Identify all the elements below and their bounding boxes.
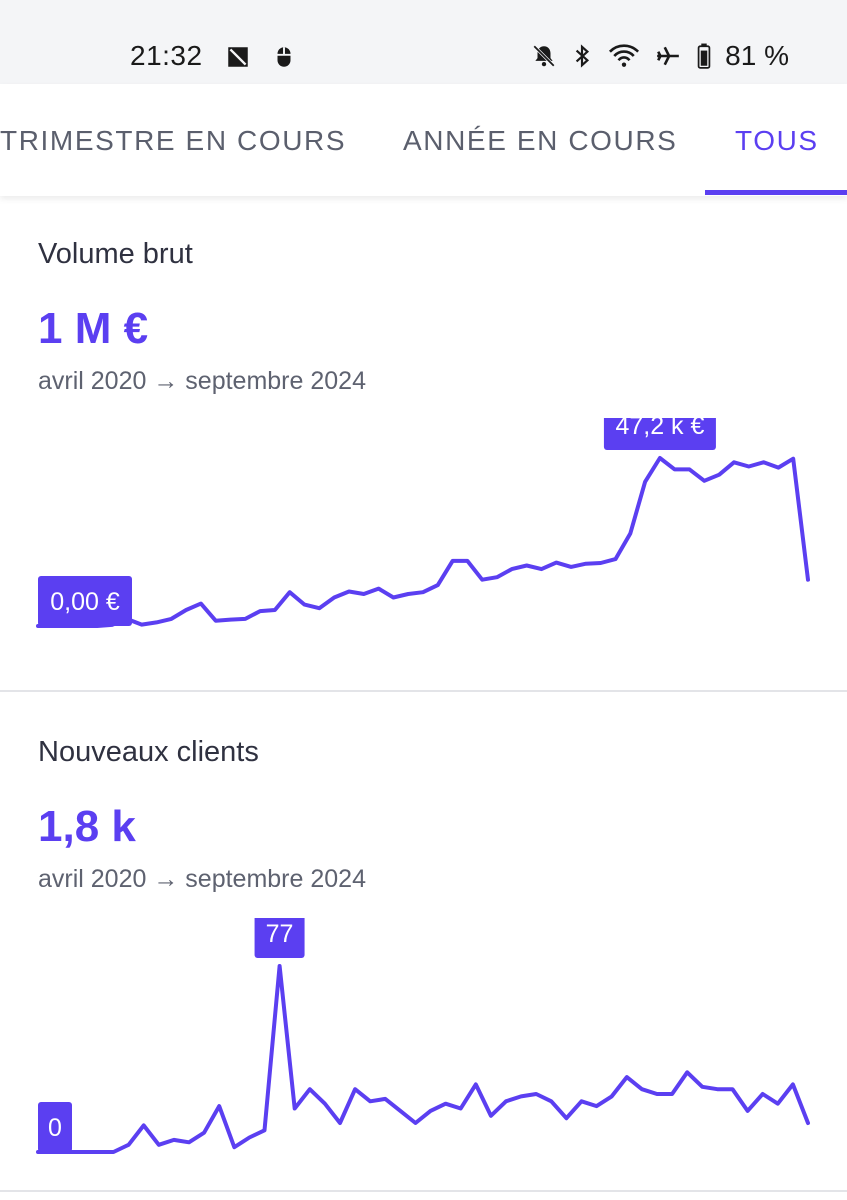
new-customers-card[interactable]: Nouveaux clients 1,8 k avril 2020 → sept… xyxy=(0,692,847,1192)
card-date-range: avril 2020 → septembre 2024 xyxy=(38,865,366,893)
status-time: 21:32 xyxy=(130,40,203,71)
max-value-label-text: 77 xyxy=(266,920,294,948)
bluetooth-icon xyxy=(576,44,590,68)
series-line xyxy=(36,456,810,628)
max-value-label-box xyxy=(603,418,716,450)
mouse-icon xyxy=(277,47,291,67)
new-customers-chart: 0 77 xyxy=(36,918,810,1154)
battery-icon xyxy=(697,43,711,69)
gross-volume-card[interactable]: Volume brut 1 M € avril 2020 → septembre… xyxy=(0,196,847,692)
card-divider xyxy=(0,690,847,692)
period-tabs: TRIMESTRE EN COURS ANNÉE EN COURS TOUS xyxy=(0,84,847,196)
min-value-label-text: 0 xyxy=(48,1114,62,1142)
card-date-range: avril 2020 → septembre 2024 xyxy=(38,367,366,395)
min-value-label-text: 0,00 € xyxy=(50,588,120,616)
card-divider xyxy=(0,1190,847,1192)
min-value-label-box xyxy=(38,576,132,626)
wifi-icon xyxy=(609,44,640,67)
card-title: Nouveaux clients xyxy=(38,736,259,768)
min-value-label-box xyxy=(38,1102,72,1152)
series-line xyxy=(36,964,810,1154)
max-value-label: 47,2 k € xyxy=(603,418,716,450)
min-value-label: 0,00 € xyxy=(38,576,132,626)
gross-volume-chart: 0,00 € 47,2 k € xyxy=(36,418,810,628)
card-value: 1 M € xyxy=(38,304,149,353)
status-bar: 21:32 xyxy=(0,0,847,84)
max-value-label-box xyxy=(254,918,305,958)
bell-off-icon xyxy=(533,45,556,67)
card-value: 1,8 k xyxy=(38,802,136,851)
tab-current-year[interactable]: ANNÉE EN COURS xyxy=(403,125,678,156)
airplane-icon xyxy=(657,46,680,66)
max-value-label-text: 47,2 k € xyxy=(615,418,704,440)
min-value-label: 0 xyxy=(38,1102,72,1152)
card-title: Volume brut xyxy=(38,238,193,270)
battery-percentage: 81 % xyxy=(725,40,789,71)
tab-all[interactable]: TOUS xyxy=(735,125,819,156)
active-tab-indicator xyxy=(705,190,847,195)
tab-current-quarter[interactable]: TRIMESTRE EN COURS xyxy=(0,125,347,156)
max-value-label: 77 xyxy=(254,918,305,958)
notification-box-icon xyxy=(228,47,248,67)
